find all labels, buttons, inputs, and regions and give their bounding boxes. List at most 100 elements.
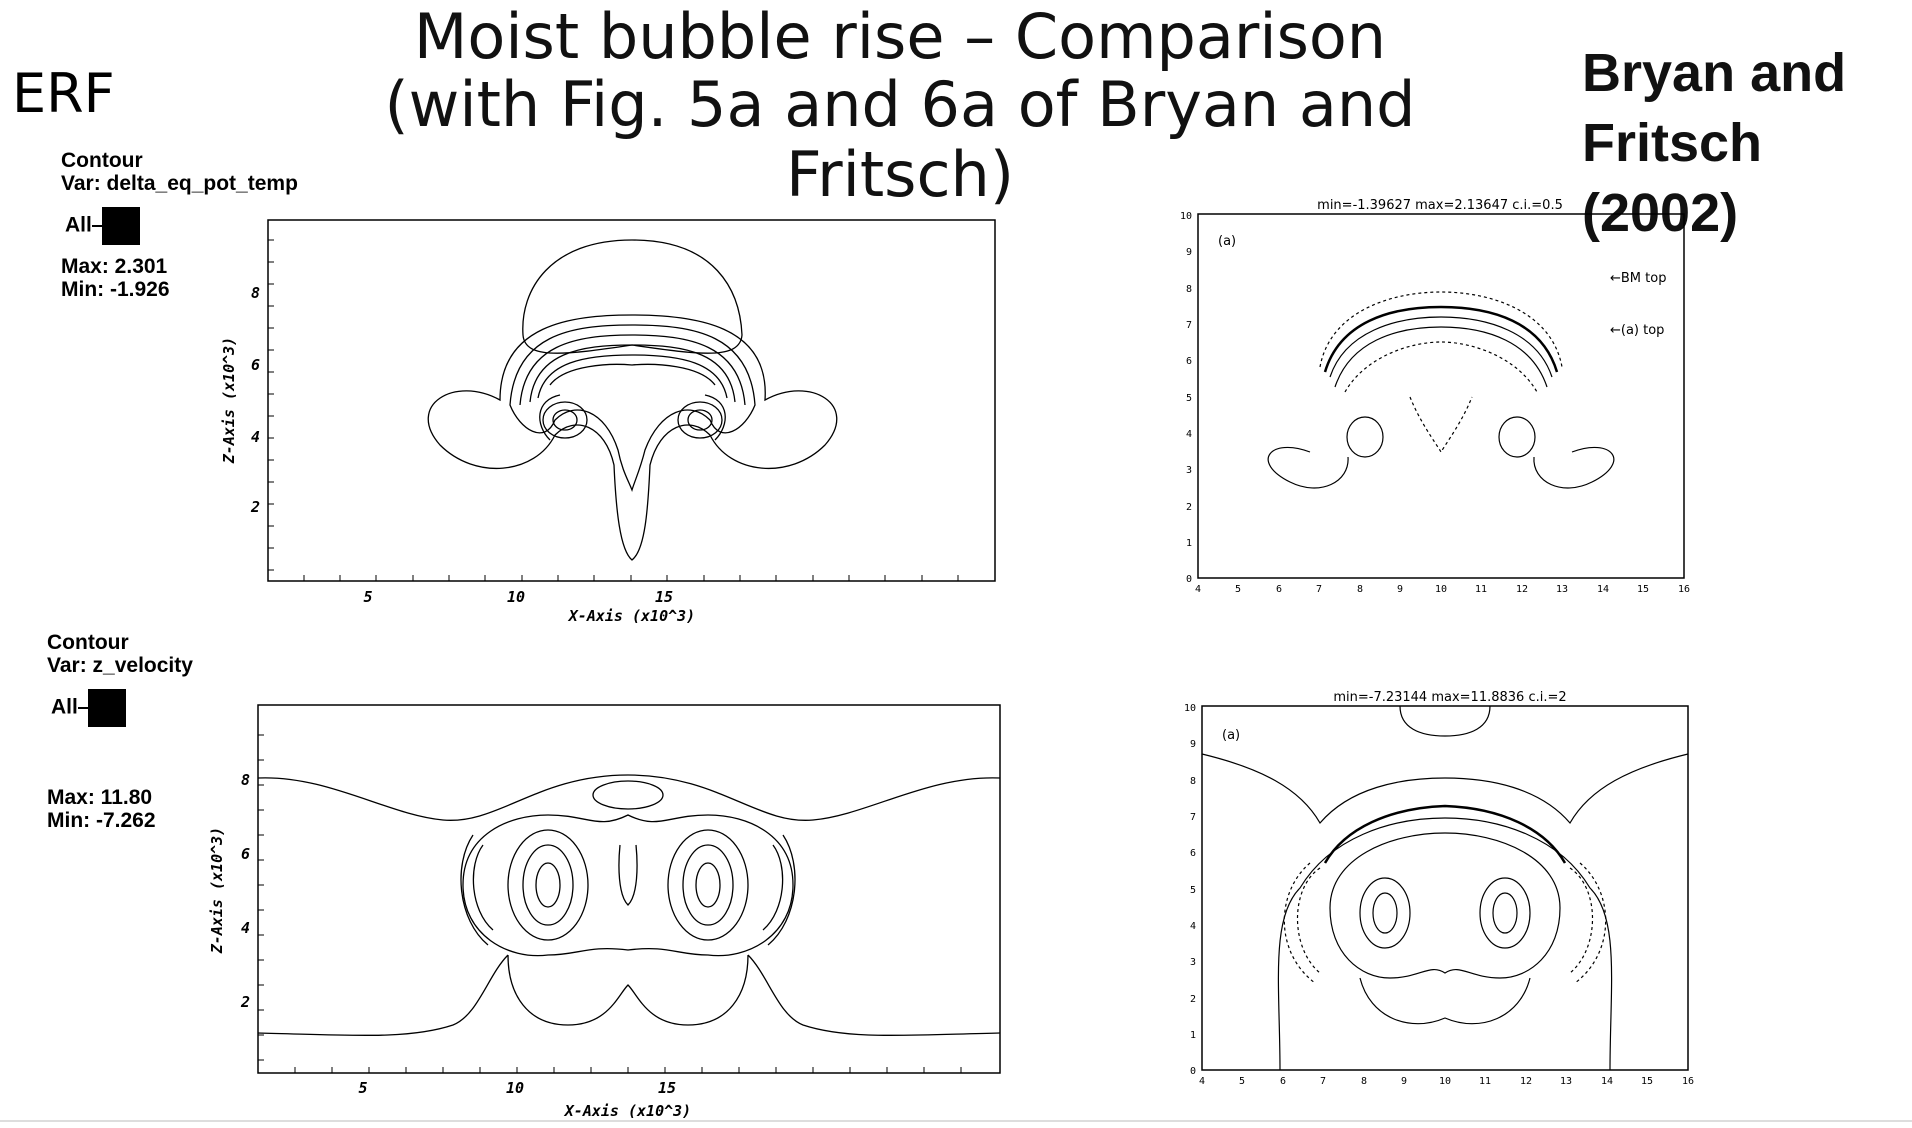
contour-inner-4 <box>537 354 728 399</box>
legend-max: Max: 2.301 <box>61 255 168 278</box>
plot-frame <box>1197 213 1685 579</box>
contour-right-vortex <box>1498 416 1536 458</box>
x-tick-10: 10 <box>506 1079 524 1097</box>
contour-lines <box>257 774 1001 1037</box>
y-tick-2: 2 <box>1186 502 1192 513</box>
x-axis-label: X-Axis (x10^3) <box>563 1102 691 1120</box>
y-ticks: 0 1 2 3 4 5 6 7 8 9 10 <box>1180 211 1192 585</box>
y-tick-4: 4 <box>251 428 260 446</box>
reference-header: min=-7.23144 max=11.8836 c.i.=2 <box>1333 690 1566 705</box>
contour-top-ellipse <box>592 780 664 810</box>
y-tick-8: 8 <box>241 771 250 789</box>
contour-right-dashed-2 <box>1574 862 1607 984</box>
legend-swatch <box>101 207 140 245</box>
x-tick-13: 13 <box>1560 1076 1572 1087</box>
x-minor-ticks <box>294 1067 962 1073</box>
erf-legend-1: Contour Var: delta_eq_pot_temp All Max: … <box>61 149 298 301</box>
reference-header: min=-1.39627 max=2.13647 c.i.=0.5 <box>1317 198 1563 213</box>
y-tick-1: 1 <box>1190 1030 1196 1041</box>
x-tick-13: 13 <box>1556 584 1568 595</box>
y-axis-label: Z-Axis (x10^3) <box>220 337 238 464</box>
y-tick-6: 6 <box>251 356 260 374</box>
contour-left-vortex-2 <box>552 409 578 431</box>
legend-all-label: All <box>51 695 78 719</box>
x-tick-4: 4 <box>1199 1076 1205 1087</box>
contour-right-arc-1 <box>762 844 784 931</box>
x-tick-11: 11 <box>1479 1076 1491 1087</box>
contour-outer-mushroom <box>427 314 838 561</box>
contour-lines <box>1201 705 1689 1071</box>
y-tick-7: 7 <box>1190 812 1196 823</box>
x-tick-9: 9 <box>1401 1076 1407 1087</box>
reference-label-line-1: Bryan and <box>1582 43 1847 103</box>
y-minor-ticks <box>258 734 264 1061</box>
contour-center-stem <box>618 844 638 906</box>
contour-left-eye-3 <box>535 862 561 908</box>
contour-left-eye-2 <box>522 844 574 926</box>
y-tick-3: 3 <box>1190 957 1196 968</box>
contour-lines <box>427 239 838 561</box>
y-tick-4: 4 <box>241 919 250 937</box>
contour-right-eye-1 <box>1479 877 1531 949</box>
contour-upper-band <box>1201 753 1689 825</box>
x-tick-7: 7 <box>1320 1076 1326 1087</box>
legend-all-row: All <box>65 207 298 245</box>
annotation-bm-top: ←BM top <box>1610 271 1666 286</box>
x-tick-15: 15 <box>1641 1076 1653 1087</box>
contour-left-lobe <box>1267 446 1349 489</box>
contour-front-3 <box>1334 326 1548 388</box>
contour-left-dashed-1 <box>1296 867 1321 974</box>
footer-divider <box>0 1120 1912 1122</box>
x-tick-10: 10 <box>507 588 525 606</box>
reference-contour-plot-1: min=-1.39627 max=2.13647 c.i.=0.5 (a) ←B… <box>1180 198 1690 595</box>
y-tick-2: 2 <box>240 993 250 1011</box>
y-ticks: 0 1 2 3 4 5 6 7 8 9 10 <box>1184 703 1196 1077</box>
legend-all-row: All <box>51 689 193 727</box>
y-axis-label: Z-Axis (x10^3) <box>208 827 226 954</box>
legend-dash <box>77 707 88 709</box>
x-tick-15: 15 <box>655 588 673 606</box>
x-axis-label: X-Axis (x10^3) <box>567 607 695 625</box>
contour-lines <box>1267 291 1615 489</box>
contour-front-2 <box>1329 316 1553 378</box>
y-tick-5: 5 <box>1186 393 1192 404</box>
contour-dashed-stem <box>1409 396 1473 454</box>
panel-tag: (a) <box>1222 728 1240 743</box>
legend-heading: Contour <box>61 149 143 172</box>
contour-left-vortex-1 <box>542 401 588 439</box>
y-tick-7: 7 <box>1186 320 1192 331</box>
plot-frame <box>257 704 1001 1074</box>
x-tick-10: 10 <box>1435 584 1447 595</box>
contour-right-curl <box>704 394 726 441</box>
contour-top-cap <box>1399 705 1491 737</box>
plot-frame <box>1201 705 1689 1071</box>
y-tick-8: 8 <box>1186 284 1192 295</box>
x-tick-5: 5 <box>1235 584 1241 595</box>
legend-heading: Contour <box>47 631 129 654</box>
x-tick-5: 5 <box>363 588 372 606</box>
erf-contour-plot-1: 5 10 15 2 4 6 8 X-Axis (x10^3) Z-Axis (x… <box>220 219 996 625</box>
contour-core <box>462 814 794 957</box>
contour-right-eye-3 <box>695 862 721 908</box>
x-tick-9: 9 <box>1397 584 1403 595</box>
y-tick-2: 2 <box>250 498 260 516</box>
y-tick-6: 6 <box>241 845 250 863</box>
x-tick-10: 10 <box>1439 1076 1451 1087</box>
reference-contour-plot-2: min=-7.23144 max=11.8836 c.i.=2 (a) 0 1 … <box>1184 690 1694 1087</box>
y-tick-6: 6 <box>1190 848 1196 859</box>
contour-right-eye-1 <box>667 829 749 941</box>
reference-label-line-2: Fritsch (2002) <box>1582 113 1763 243</box>
x-tick-8: 8 <box>1357 584 1363 595</box>
x-tick-8: 8 <box>1361 1076 1367 1087</box>
legend-min: Min: -7.262 <box>47 809 156 832</box>
x-tick-15: 15 <box>1637 584 1649 595</box>
contour-left-eye-1 <box>507 829 589 941</box>
erf-contour-plot-2: 5 10 15 2 4 6 8 X-Axis (x10^3) Z-Axis (x… <box>208 704 1001 1120</box>
contour-inner-5 <box>549 363 716 386</box>
contour-bold-front <box>1323 804 1567 864</box>
legend-max: Max: 11.80 <box>47 786 153 809</box>
contour-left-eye-2 <box>1372 892 1398 934</box>
x-tick-5: 5 <box>358 1079 367 1097</box>
x-tick-11: 11 <box>1475 584 1487 595</box>
x-tick-12: 12 <box>1516 584 1528 595</box>
